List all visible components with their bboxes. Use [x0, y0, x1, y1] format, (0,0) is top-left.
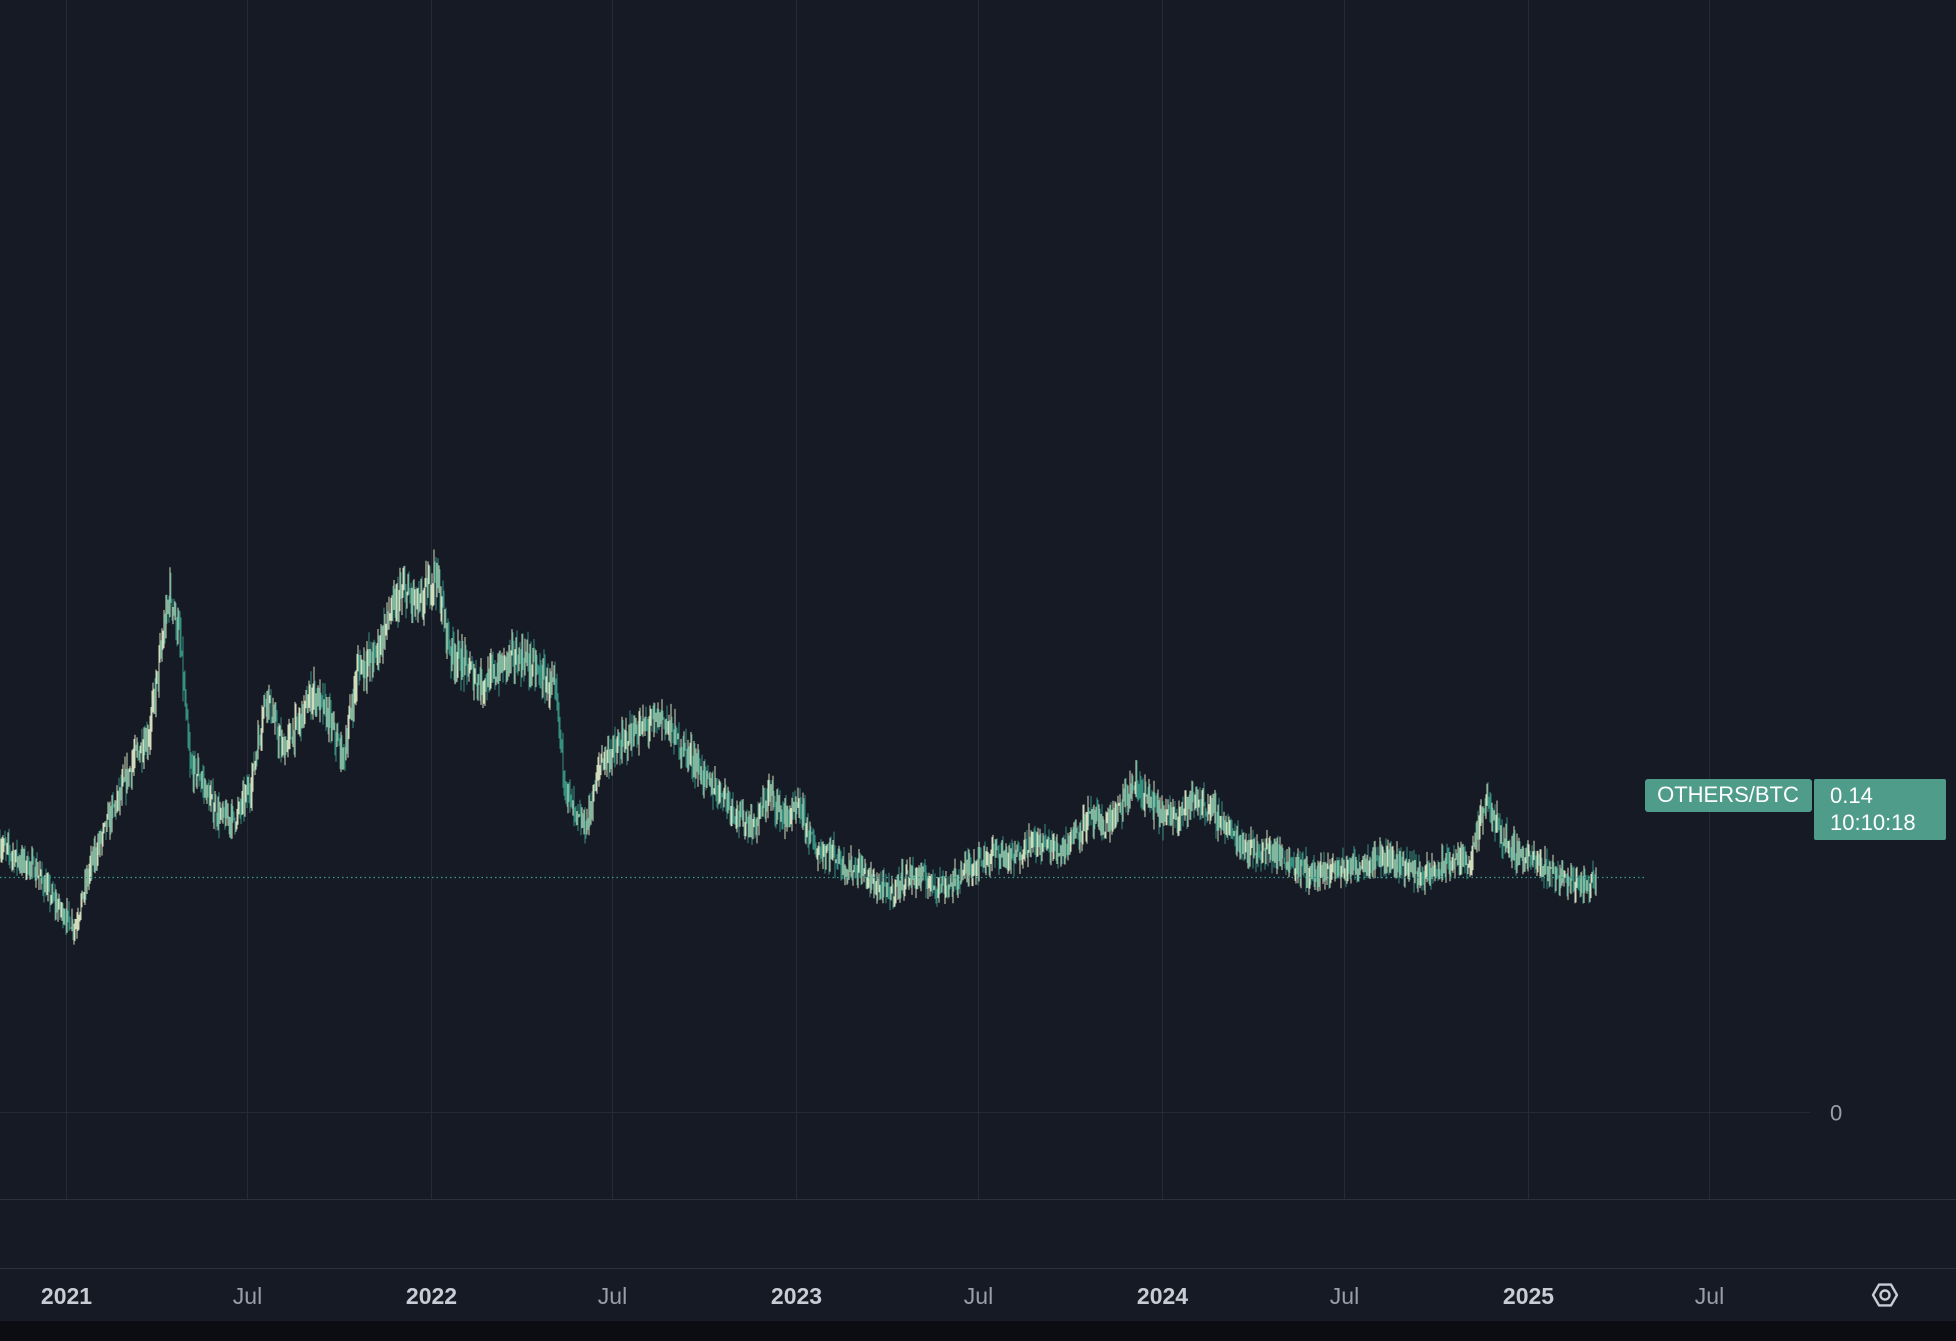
candlestick-series: [0, 549, 1597, 945]
last-price-value: 0.14: [1830, 783, 1873, 808]
time-tick-label: Jul: [964, 1283, 993, 1309]
symbol-label-background: [1645, 779, 1812, 812]
time-axis[interactable]: [0, 1269, 1956, 1321]
time-tick-label: 2025: [1503, 1283, 1554, 1309]
time-tick-label: 2022: [406, 1283, 457, 1309]
settings-button[interactable]: [1864, 1276, 1906, 1318]
time-tick-label: 2024: [1137, 1283, 1188, 1309]
bar-countdown: 10:10:18: [1830, 810, 1916, 835]
vertical-gridlines: [66, 0, 1710, 1199]
time-tick-label: Jul: [233, 1283, 262, 1309]
time-tick-label: 2023: [771, 1283, 822, 1309]
last-price-label: 0.14 10:10:18: [1814, 779, 1946, 840]
symbol-label: OTHERS/BTC: [1645, 779, 1812, 812]
price-tick-label: 0: [1830, 1101, 1842, 1126]
symbol-label-text: OTHERS/BTC: [1657, 782, 1799, 807]
settings-button-hitbox[interactable]: [1864, 1276, 1906, 1318]
indicator-pane[interactable]: [0, 1200, 1956, 1268]
time-tick-label: Jul: [598, 1283, 627, 1309]
time-tick-label: Jul: [1695, 1283, 1724, 1309]
last-price-background: [1814, 779, 1946, 840]
time-axis-labels: 2021 Jul 2022 Jul 2023 Jul 2024 Jul 2025 Jul: [41, 1283, 1724, 1309]
time-tick-label: 2021: [41, 1283, 92, 1309]
price-axis-labels: 0: [1830, 1101, 1842, 1126]
settings-center-dot: [1879, 1289, 1891, 1301]
time-tick-label: Jul: [1330, 1283, 1359, 1309]
settings-hexagon-icon: [1871, 1283, 1899, 1307]
